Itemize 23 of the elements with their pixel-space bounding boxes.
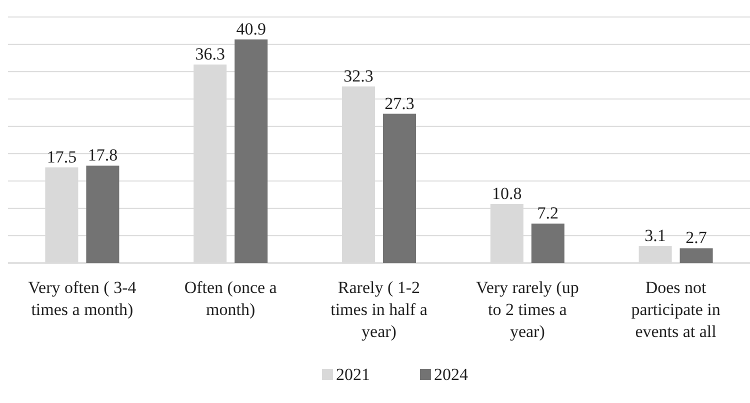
bar: [86, 166, 120, 263]
data-label: 40.9: [236, 19, 266, 38]
x-tick-label: Very often ( 3-4 times a month): [28, 278, 137, 319]
x-tick-label: Very rarely (up to 2 times a year): [476, 278, 579, 341]
data-label: 27.3: [384, 94, 414, 113]
data-label: 10.8: [492, 184, 522, 203]
data-label: 17.8: [88, 146, 118, 165]
data-label: 2.7: [686, 228, 708, 248]
bar: [638, 246, 672, 263]
data-label: 36.3: [195, 44, 225, 64]
legend-label: 2021: [336, 365, 370, 384]
legend-label: 2024: [434, 365, 468, 384]
bar: [680, 248, 713, 263]
bar: [383, 114, 416, 263]
data-label: 17.5: [46, 147, 77, 166]
x-tick-label: Does not participate in events at all: [631, 278, 721, 341]
data-label: 7.2: [537, 204, 559, 223]
bar: [234, 39, 268, 263]
x-tick-label: Often (once a month): [184, 278, 278, 319]
x-tick-label: Rarely ( 1-2 times in half a year): [330, 278, 428, 341]
data-label: 3.1: [644, 226, 666, 246]
bar: [531, 224, 564, 263]
data-label: 32.3: [344, 66, 374, 86]
